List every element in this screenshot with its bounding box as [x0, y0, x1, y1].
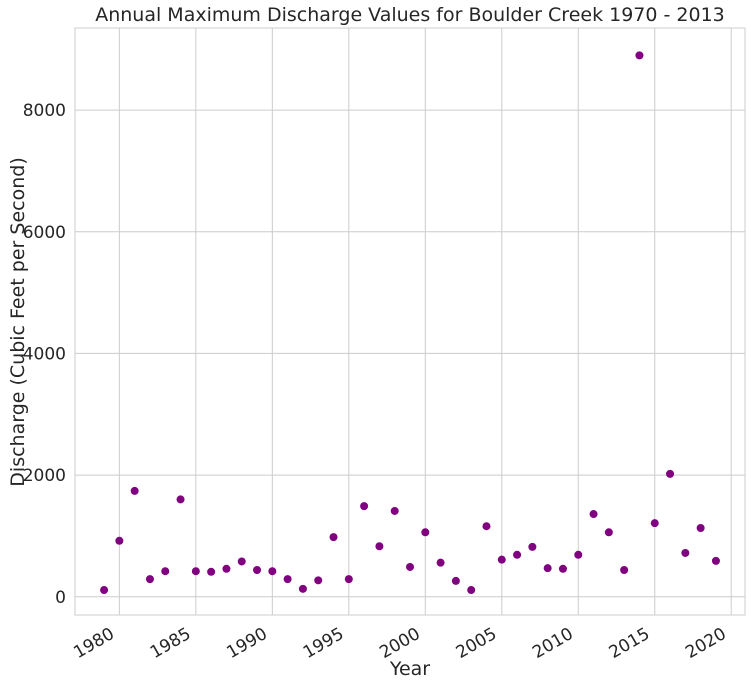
x-axis-label: Year [389, 658, 430, 680]
data-point [176, 495, 185, 504]
data-point [207, 567, 216, 576]
data-point [451, 576, 460, 585]
y-tick-label: 2000 [23, 466, 66, 486]
x-gridlines [118, 28, 732, 615]
x-tick-label: 2010 [529, 624, 576, 663]
data-point [421, 528, 430, 537]
data-point [253, 565, 262, 574]
data-point [604, 528, 613, 537]
data-point [696, 524, 705, 533]
data-point [100, 586, 109, 595]
data-point [375, 542, 384, 551]
data-point [130, 486, 139, 495]
data-point [574, 550, 583, 559]
data-point [344, 575, 353, 584]
data-point [115, 536, 124, 545]
data-point [268, 567, 277, 576]
y-tick-label: 6000 [23, 223, 66, 243]
y-tick-labels: 0 2000 4000 6000 8000 [23, 101, 66, 608]
x-tick-label: 2005 [453, 624, 500, 663]
data-point [482, 522, 491, 531]
data-point [329, 533, 338, 542]
data-point [543, 564, 552, 573]
data-point [497, 555, 506, 564]
data-point [222, 564, 231, 573]
x-tick-label: 1990 [223, 624, 270, 663]
data-point [528, 542, 537, 551]
data-point [161, 567, 170, 576]
y-tick-label: 8000 [23, 101, 66, 121]
data-point [436, 558, 445, 567]
data-points [100, 51, 720, 595]
y-gridlines [75, 109, 745, 598]
chart-title: Annual Maximum Discharge Values for Boul… [95, 4, 725, 26]
data-point [666, 469, 675, 478]
data-point [360, 502, 369, 511]
data-point [620, 565, 629, 574]
x-tick-label: 2015 [606, 624, 653, 663]
y-tick-label: 4000 [23, 344, 66, 364]
data-point [589, 510, 598, 519]
x-tick-label: 2020 [682, 624, 729, 663]
data-point [191, 567, 200, 576]
data-point [711, 556, 720, 565]
y-tick-label: 0 [55, 588, 66, 608]
data-point [406, 562, 414, 571]
data-point [298, 584, 307, 593]
plot-area [74, 27, 746, 616]
data-point [237, 557, 246, 566]
data-point [635, 51, 644, 60]
x-tick-label: 1980 [70, 624, 117, 663]
data-point [513, 550, 522, 559]
data-point [314, 576, 323, 585]
data-point [558, 564, 567, 573]
x-tick-label: 1985 [147, 624, 194, 663]
data-point [681, 548, 690, 557]
y-axis-label: Discharge (Cubic Feet per Second) [7, 157, 29, 486]
data-point [467, 586, 476, 595]
data-point [390, 506, 399, 515]
data-point [650, 519, 659, 528]
data-point [145, 575, 154, 584]
data-point [283, 575, 292, 584]
x-tick-label: 1995 [300, 624, 347, 663]
